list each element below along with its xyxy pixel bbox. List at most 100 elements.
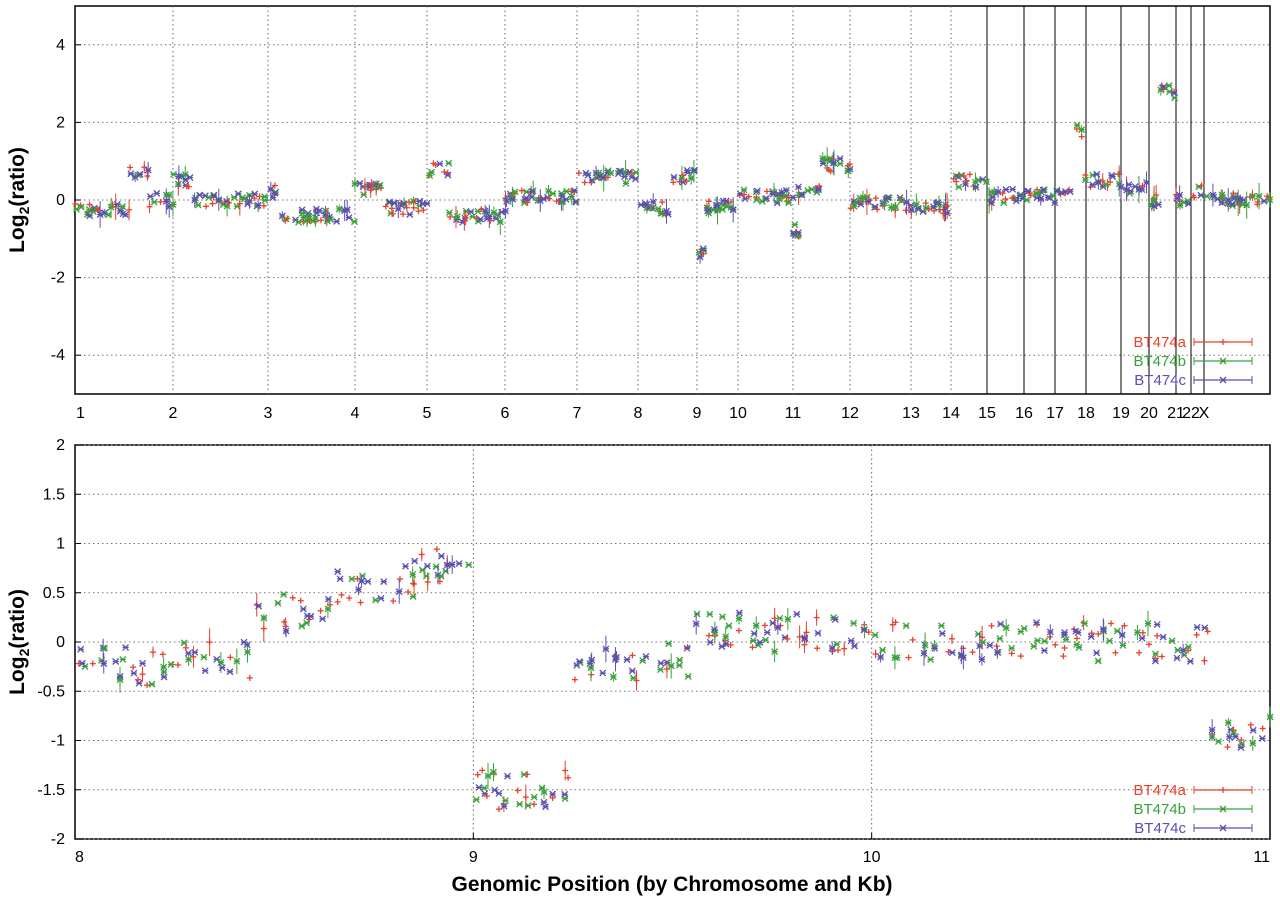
point-mark — [522, 194, 530, 202]
point-mark — [83, 210, 91, 218]
point-mark — [194, 201, 202, 209]
point-mark — [1201, 624, 1209, 632]
point-mark — [599, 669, 607, 677]
point-mark — [561, 790, 569, 798]
point-mark — [1138, 186, 1146, 194]
point-mark — [1093, 649, 1101, 657]
point-mark — [850, 619, 858, 627]
point-mark — [632, 175, 639, 183]
point-mark — [516, 800, 524, 808]
bottom-y-axis-label: Log2(ratio) — [6, 589, 32, 695]
chromosome-label: 11 — [785, 405, 802, 422]
point-mark — [763, 629, 771, 636]
point-mark — [501, 797, 509, 805]
point-mark — [319, 615, 326, 623]
point-mark — [781, 634, 789, 642]
point-mark — [884, 194, 892, 202]
point-mark — [617, 167, 625, 175]
point-mark — [563, 187, 571, 195]
point-mark — [240, 195, 248, 203]
point-mark — [699, 245, 707, 253]
point-mark — [411, 557, 419, 565]
point-mark — [1165, 82, 1173, 90]
bottom-plot-frame — [74, 444, 1271, 840]
point-mark — [596, 172, 604, 180]
point-mark — [165, 191, 173, 199]
point-mark — [1168, 637, 1176, 645]
point-mark — [423, 562, 431, 570]
point-mark — [1012, 197, 1020, 205]
point-mark — [234, 190, 242, 198]
point-mark — [1193, 623, 1201, 631]
point-mark — [540, 195, 548, 203]
chromosome-label: 16 — [1015, 405, 1033, 422]
point-mark — [972, 183, 980, 191]
top-legend: BT474a BT474b BT474c — [1133, 334, 1253, 389]
legend-label: BT474c — [1134, 820, 1186, 837]
chromosome-label: 8 — [634, 405, 643, 422]
bottom-ylabel-rest: (ratio) — [6, 589, 29, 649]
point-mark — [908, 206, 915, 214]
point-mark — [1218, 199, 1226, 207]
point-mark — [1073, 121, 1081, 129]
point-mark — [789, 194, 797, 202]
point-mark — [1073, 640, 1081, 648]
y-tick-label: 4 — [56, 37, 65, 54]
point-mark — [628, 667, 636, 675]
y-tick-label: 2 — [56, 437, 65, 454]
point-mark — [1113, 627, 1121, 635]
point-mark — [753, 196, 761, 204]
chromosome-label: 20 — [1140, 405, 1158, 422]
point-mark — [1033, 194, 1041, 202]
point-mark — [853, 198, 861, 206]
point-mark — [1230, 195, 1238, 203]
point-mark — [1203, 192, 1211, 200]
point-mark — [380, 578, 388, 586]
point-mark — [1230, 729, 1238, 737]
point-mark — [637, 201, 645, 209]
point-mark — [191, 648, 199, 656]
point-mark — [465, 561, 473, 569]
chromosome-label: 10 — [729, 405, 747, 422]
point-mark — [1240, 196, 1248, 204]
point-mark — [360, 191, 368, 199]
chromosome-label: 6 — [501, 405, 510, 422]
legend-label: BT474a — [1133, 334, 1186, 351]
point-mark — [1051, 199, 1059, 207]
point-mark — [1166, 88, 1173, 96]
point-mark — [476, 215, 484, 223]
chromosome-label: 22 — [1182, 405, 1200, 422]
top-chromosome-boundaries — [172, 6, 1205, 394]
point-mark — [210, 192, 218, 200]
point-mark — [1119, 641, 1127, 649]
point-mark — [1033, 619, 1040, 627]
point-mark — [77, 203, 85, 211]
point-mark — [469, 213, 476, 221]
point-mark — [1087, 633, 1095, 641]
point-mark — [491, 786, 499, 794]
point-mark — [791, 221, 799, 229]
point-mark — [271, 189, 279, 197]
point-mark — [223, 197, 231, 205]
point-mark — [710, 626, 718, 633]
point-mark — [831, 616, 839, 624]
point-mark — [1152, 657, 1159, 665]
y-tick-label: 1.5 — [43, 486, 65, 503]
point-mark — [372, 596, 380, 604]
point-mark — [684, 672, 692, 680]
point-mark — [1218, 191, 1226, 199]
point-mark — [914, 205, 922, 212]
point-mark — [528, 193, 536, 201]
point-mark — [167, 660, 175, 668]
point-mark — [814, 629, 822, 637]
chromosome-label: 3 — [264, 405, 273, 422]
chromosome-label: 1 — [76, 405, 85, 422]
point-mark — [1024, 187, 1032, 195]
point-mark — [575, 658, 583, 666]
point-mark — [511, 188, 519, 196]
point-mark — [213, 655, 221, 663]
bottom-ylabel-base: Log — [6, 656, 29, 694]
point-mark — [851, 642, 858, 650]
point-mark — [740, 186, 748, 194]
point-mark — [1032, 190, 1040, 198]
